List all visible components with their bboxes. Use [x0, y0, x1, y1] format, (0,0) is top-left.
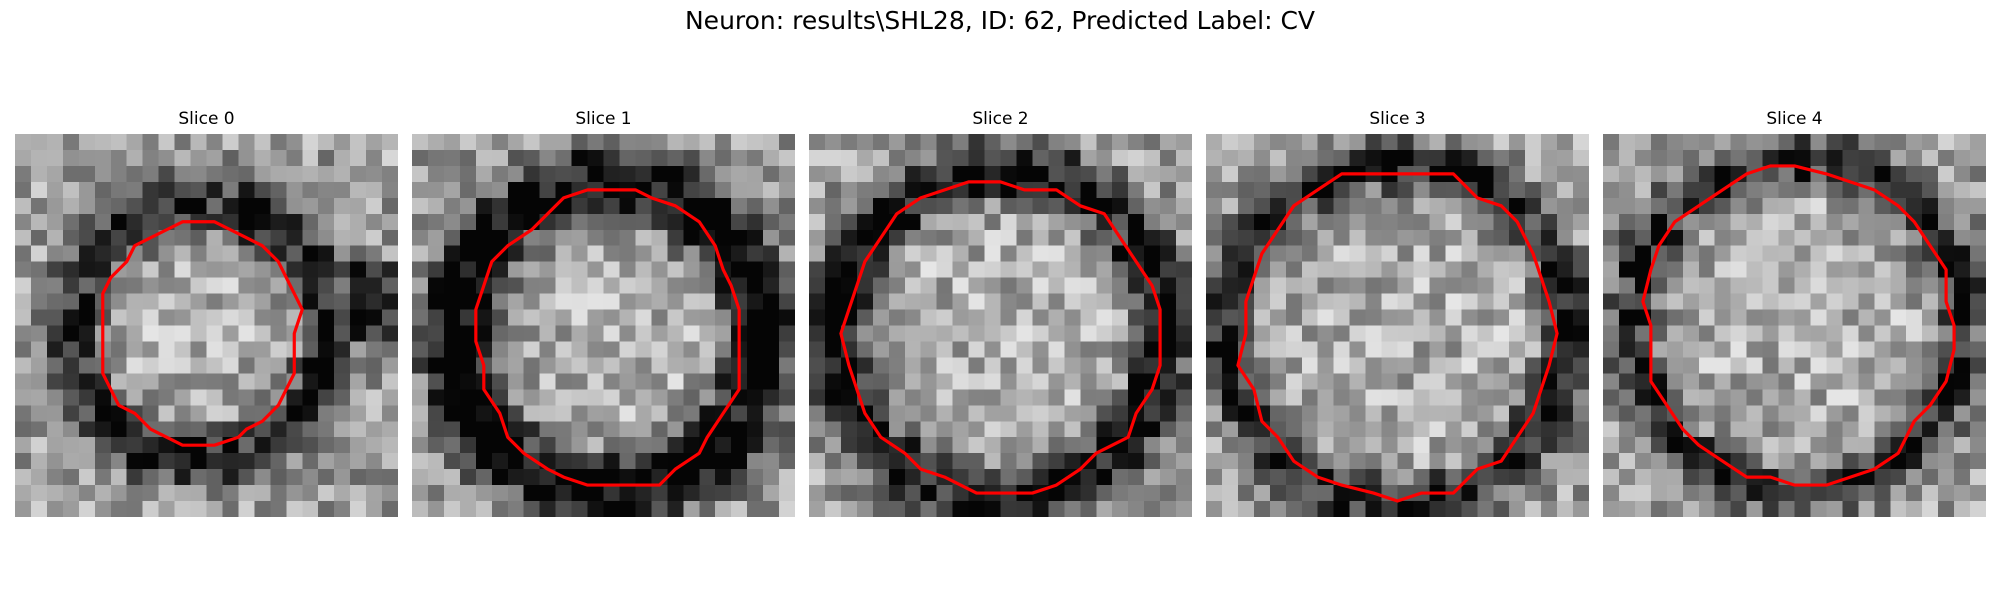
slice-image [412, 134, 795, 517]
slice-image [1206, 134, 1589, 517]
segmentation-outline [1641, 164, 1956, 487]
slice-panel-0: Slice 0 [15, 108, 398, 517]
slice-image [809, 134, 1192, 517]
slice-title: Slice 0 [178, 109, 235, 129]
segmentation-outline [101, 220, 304, 447]
slice-panel-4: Slice 4 [1603, 108, 1986, 517]
figure-title: Neuron: results\SHL28, ID: 62, Predicted… [684, 6, 1316, 35]
slice-image [1603, 134, 1986, 517]
slice-title: Slice 4 [1766, 109, 1823, 129]
segmentation-outline [839, 180, 1162, 495]
slice-title: Slice 3 [1369, 109, 1426, 129]
slice-panel-1: Slice 1 [412, 108, 795, 517]
segmentation-outline [1236, 172, 1559, 503]
slice-panel-3: Slice 3 [1206, 108, 1589, 517]
slice-title: Slice 2 [972, 109, 1029, 129]
slice-image [15, 134, 398, 517]
slice-title: Slice 1 [575, 109, 632, 129]
slice-panel-2: Slice 2 [809, 108, 1192, 517]
segmentation-outline [474, 188, 741, 487]
